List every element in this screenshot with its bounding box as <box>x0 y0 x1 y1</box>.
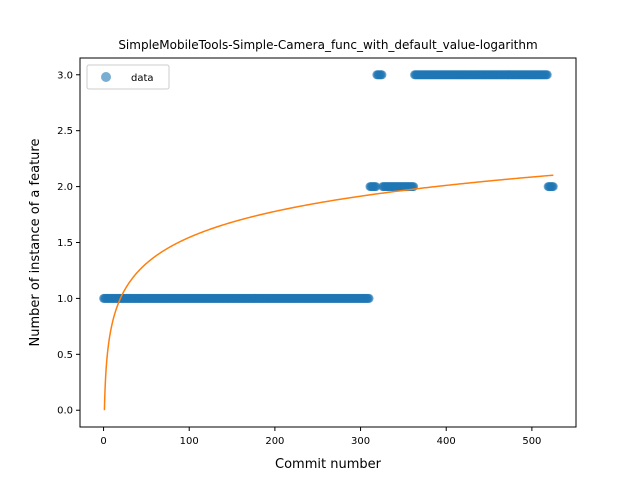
y-axis-label: Number of instance of a feature <box>28 139 43 347</box>
x-tick-label: 200 <box>265 436 284 447</box>
data-point <box>548 182 558 192</box>
x-tick-label: 300 <box>351 436 370 447</box>
x-tick-label: 0 <box>100 436 106 447</box>
legend-label-data: data <box>131 73 154 84</box>
data-point <box>364 293 374 303</box>
data-point <box>377 70 387 80</box>
legend-box <box>86 64 170 90</box>
x-tick-label: 400 <box>437 436 456 447</box>
y-tick-label: 0.5 <box>57 350 73 361</box>
y-tick-label: 3.0 <box>57 70 73 81</box>
legend-marker-data <box>101 72 111 82</box>
x-axis-label: Commit number <box>275 457 382 472</box>
chart-title: SimpleMobileTools-Simple-Camera_func_wit… <box>118 38 537 52</box>
y-tick-label: 2.0 <box>57 182 73 193</box>
y-tick-label: 1.0 <box>57 294 73 305</box>
fit-curve <box>103 174 554 411</box>
y-tick-label: 1.5 <box>57 238 73 249</box>
x-tick-label: 100 <box>180 436 199 447</box>
x-tick-label: 500 <box>522 436 541 447</box>
y-axis: 0.0 0.5 1.0 1.5 2.0 2.5 3.0 <box>57 70 80 417</box>
x-axis: 0 100 200 300 400 500 <box>100 427 541 447</box>
y-tick-label: 0.0 <box>57 406 73 417</box>
data-point <box>371 182 381 192</box>
y-tick-label: 2.5 <box>57 126 73 137</box>
legend: data <box>86 64 170 90</box>
data-point <box>542 70 552 80</box>
plot-area <box>99 70 558 411</box>
